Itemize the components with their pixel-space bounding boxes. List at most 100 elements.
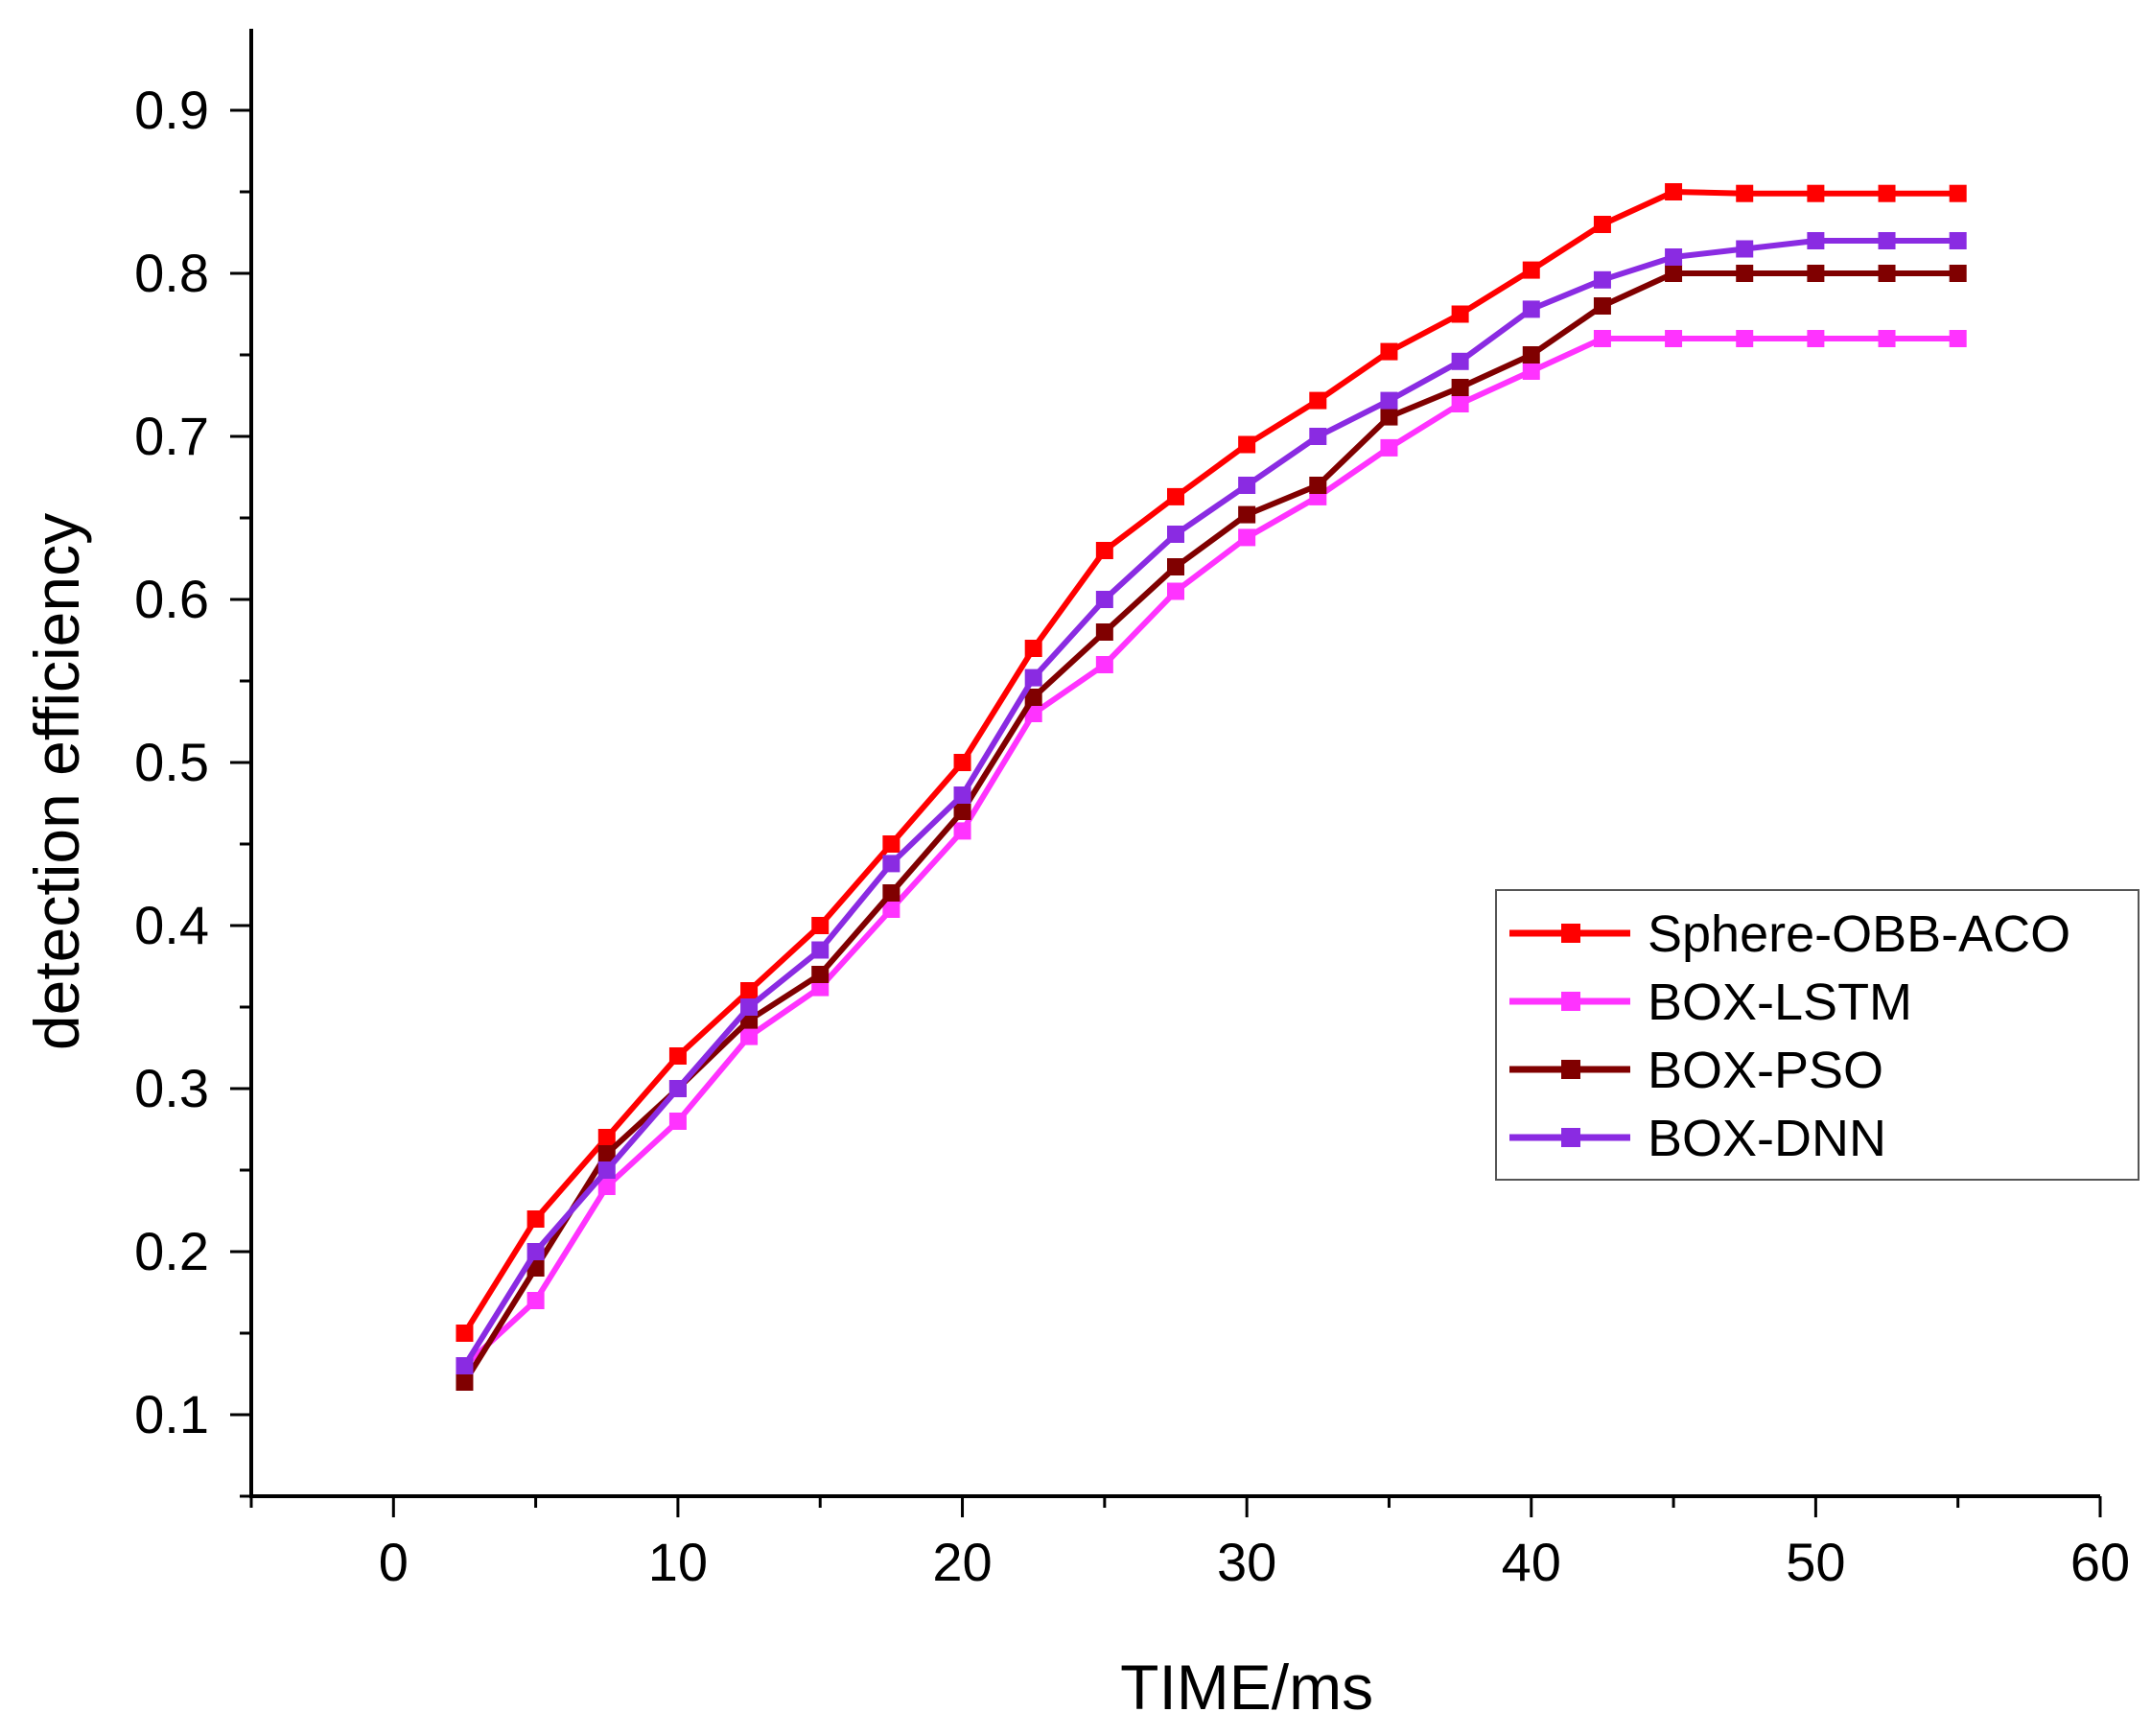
legend: Sphere-OBB-ACO BOX-LSTM BOX-PSO BOX-DNN (1495, 889, 2139, 1181)
data-point-marker (1238, 477, 1256, 494)
x-tick-label: 10 (648, 1532, 708, 1592)
series-box-dnn (456, 232, 1967, 1374)
data-point-marker (597, 1145, 616, 1162)
data-point-marker (1807, 232, 1825, 249)
data-point-marker (1522, 300, 1540, 318)
data-point-marker (668, 1113, 687, 1130)
legend-box (1495, 889, 2139, 1181)
x-tick-label: 30 (1217, 1532, 1276, 1592)
data-point-marker (1238, 505, 1256, 524)
data-point-marker (1878, 232, 1896, 249)
data-point-marker (597, 1178, 616, 1195)
data-point-marker (811, 941, 830, 959)
legend-label: BOX-DNN (1648, 1110, 1886, 1167)
data-point-marker (1309, 477, 1327, 494)
data-point-marker (456, 1373, 474, 1391)
legend-item: BOX-PSO (1509, 1042, 1883, 1099)
data-point-marker (1522, 261, 1540, 279)
x-tick-label: 40 (1502, 1532, 1561, 1592)
series-line (462, 336, 1958, 1369)
x-axis-title: TIME/ms (1120, 1652, 1373, 1723)
data-point-marker (1309, 391, 1327, 410)
y-tick-label: 0.3 (134, 1058, 209, 1118)
data-point-marker (1736, 184, 1754, 202)
data-point-marker (1451, 352, 1469, 370)
legend-label: BOX-LSTM (1648, 974, 1912, 1031)
x-tick-label: 50 (1786, 1532, 1845, 1592)
data-point-marker (1167, 582, 1184, 600)
data-point-marker (1665, 265, 1683, 282)
data-point-marker (1593, 330, 1611, 347)
data-point-marker (1095, 623, 1113, 641)
data-point-marker (526, 1243, 545, 1260)
series-line (461, 238, 1958, 1368)
data-point-marker (811, 966, 830, 983)
y-tick-label: 0.2 (134, 1221, 209, 1281)
data-point-marker (456, 1325, 474, 1342)
data-point-marker (1167, 526, 1184, 543)
data-point-marker (811, 917, 830, 934)
legend-label: BOX-PSO (1648, 1042, 1883, 1099)
data-point-marker (1309, 428, 1327, 445)
data-point-marker (1736, 240, 1754, 258)
data-point-marker (953, 822, 971, 840)
data-point-marker (526, 1210, 545, 1228)
data-point-marker (882, 835, 900, 853)
data-point-marker (882, 901, 900, 918)
legend-swatch-marker (1561, 1128, 1580, 1147)
series-sphere-obb-aco (456, 183, 1967, 1342)
legend-swatch-marker (1561, 1060, 1580, 1079)
data-point-marker (811, 978, 830, 997)
data-point-marker (1807, 265, 1825, 282)
x-tick-label: 60 (2070, 1532, 2130, 1592)
y-tick-label: 0.4 (134, 895, 209, 955)
data-point-marker (526, 1292, 545, 1309)
axes: 0 10 20 30 40 50 60 0.1 0.2 0.3 0.4 0.5 0.6 0.7 0.8 0.9 (134, 29, 2130, 1592)
data-point-marker (1807, 184, 1825, 202)
data-point-marker (668, 1080, 687, 1097)
y-tick-label: 0.8 (134, 243, 209, 303)
data-point-marker (1878, 265, 1896, 282)
data-point-marker (1949, 232, 1967, 249)
data-point-marker (740, 1027, 759, 1045)
y-axis-title: detection efficiency (21, 513, 92, 1050)
data-point-marker (597, 1161, 616, 1179)
data-point-marker (1238, 435, 1256, 454)
series-box-pso (456, 265, 1967, 1391)
y-tick-label: 0.7 (134, 406, 209, 466)
legend-label: Sphere-OBB-ACO (1648, 905, 2070, 963)
data-point-marker (1522, 363, 1540, 380)
legend-swatch-marker (1561, 992, 1580, 1011)
data-point-marker (1451, 395, 1469, 412)
data-point-marker (1167, 558, 1184, 575)
data-point-marker (1380, 342, 1398, 361)
data-point-marker (597, 1129, 616, 1146)
data-point-marker (456, 1357, 474, 1374)
y-tick-label: 0.5 (134, 732, 209, 792)
data-point-marker (882, 855, 900, 873)
data-point-marker (1807, 330, 1825, 347)
data-point-marker (1593, 216, 1611, 233)
data-point-marker (1024, 689, 1042, 706)
data-point-marker (1238, 528, 1256, 547)
data-point-marker (1949, 265, 1967, 282)
data-point-marker (1665, 330, 1683, 347)
data-point-marker (1736, 265, 1754, 282)
data-point-marker (1024, 640, 1042, 657)
data-point-marker (953, 786, 971, 804)
data-point-marker (1593, 297, 1611, 315)
data-point-marker (1095, 542, 1113, 559)
y-tick-label: 0.1 (134, 1384, 209, 1444)
x-tick-label: 0 (379, 1532, 409, 1592)
data-point-marker (1095, 591, 1113, 608)
data-point-marker (740, 982, 759, 999)
series-line (461, 189, 1958, 1335)
data-point-marker (1522, 346, 1540, 364)
data-point-marker (1736, 330, 1754, 347)
data-point-marker (1380, 408, 1398, 426)
legend-item: BOX-DNN (1509, 1110, 1886, 1167)
data-point-marker (953, 754, 971, 771)
data-point-marker (1380, 438, 1398, 457)
data-point-marker (668, 1047, 687, 1065)
